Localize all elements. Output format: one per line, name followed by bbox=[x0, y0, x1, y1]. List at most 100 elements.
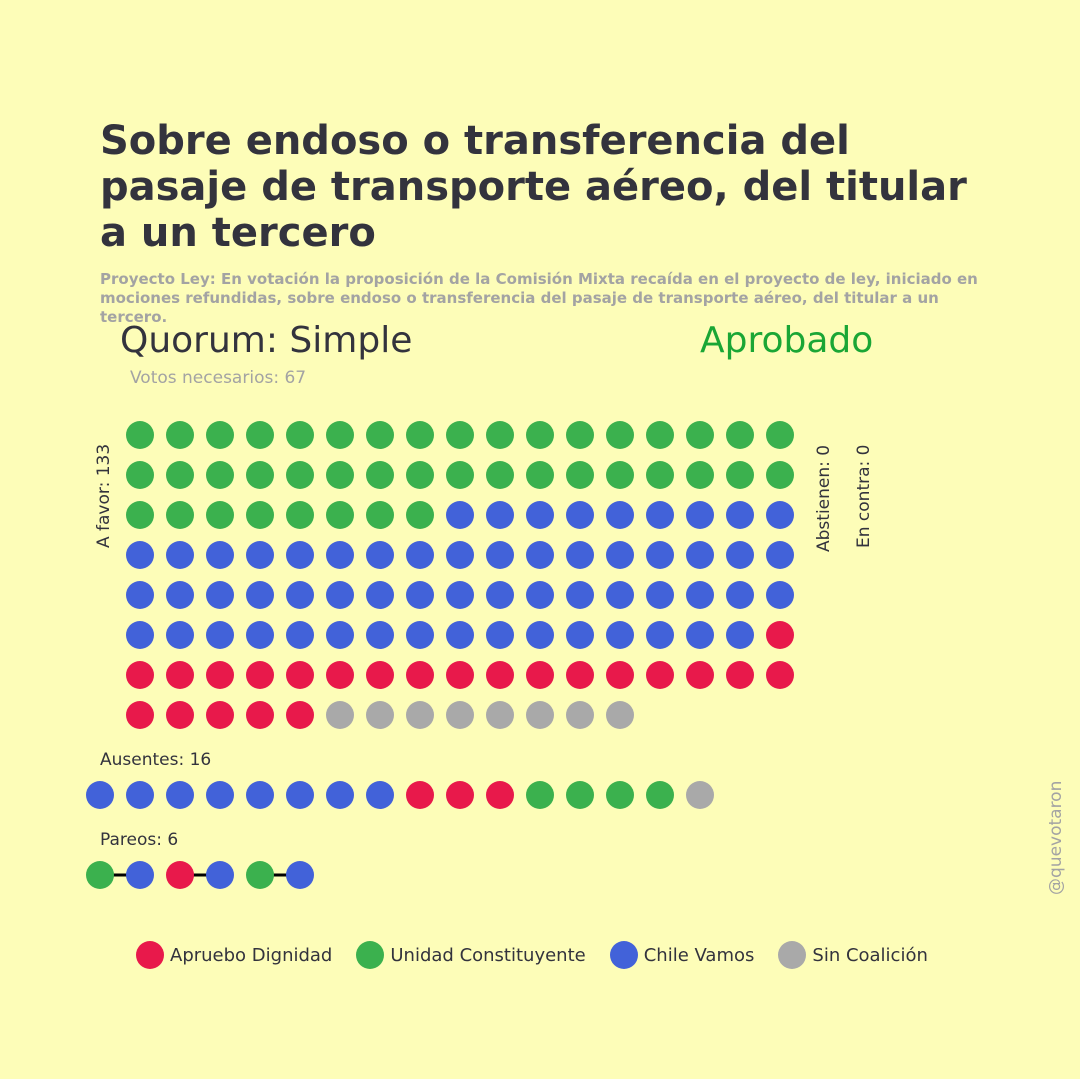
favor-vote-dot-unidad-constituyente bbox=[646, 421, 674, 449]
absent-vote-dot-chile-vamos bbox=[246, 781, 274, 809]
favor-vote-dot-chile-vamos bbox=[206, 581, 234, 609]
legend-item-unidad-constituyente: Unidad Constituyente bbox=[356, 941, 586, 969]
favor-vote-dot-apruebo-dignidad bbox=[286, 661, 314, 689]
favor-vote-dot-chile-vamos bbox=[326, 621, 354, 649]
favor-vote-dot-chile-vamos bbox=[166, 581, 194, 609]
favor-vote-dot-unidad-constituyente bbox=[406, 421, 434, 449]
favor-vote-dot-apruebo-dignidad bbox=[206, 661, 234, 689]
favor-vote-dot-chile-vamos bbox=[366, 581, 394, 609]
favor-vote-dot-unidad-constituyente bbox=[126, 421, 154, 449]
favor-vote-dot-chile-vamos bbox=[166, 541, 194, 569]
absent-vote-dot-chile-vamos bbox=[366, 781, 394, 809]
favor-vote-dot-apruebo-dignidad bbox=[366, 661, 394, 689]
favor-vote-dot-unidad-constituyente bbox=[326, 501, 354, 529]
favor-vote-dot-chile-vamos bbox=[726, 501, 754, 529]
favor-vote-dot-chile-vamos bbox=[566, 541, 594, 569]
favor-vote-dot-chile-vamos bbox=[326, 541, 354, 569]
legend-item-chile-vamos: Chile Vamos bbox=[609, 941, 755, 969]
chart-title: Sobre endoso o transferencia del pasaje … bbox=[100, 118, 967, 256]
favor-vote-dot-apruebo-dignidad bbox=[406, 661, 434, 689]
favor-vote-dot-apruebo-dignidad bbox=[206, 701, 234, 729]
favor-vote-dot-chile-vamos bbox=[566, 621, 594, 649]
legend-swatch bbox=[136, 941, 164, 969]
favor-vote-dot-unidad-constituyente bbox=[566, 461, 594, 489]
favor-vote-dot-apruebo-dignidad bbox=[526, 661, 554, 689]
favor-vote-dot-chile-vamos bbox=[606, 621, 634, 649]
favor-vote-dot-chile-vamos bbox=[446, 581, 474, 609]
absent-vote-dot-apruebo-dignidad bbox=[486, 781, 514, 809]
favor-vote-dot-chile-vamos bbox=[526, 621, 554, 649]
favor-vote-dot-unidad-constituyente bbox=[566, 421, 594, 449]
favor-vote-dot-unidad-constituyente bbox=[166, 421, 194, 449]
favor-vote-dot-chile-vamos bbox=[206, 621, 234, 649]
favor-vote-dot-unidad-constituyente bbox=[646, 461, 674, 489]
legend-item-sin-coalicion: Sin Coalición bbox=[778, 941, 928, 969]
favor-vote-dot-apruebo-dignidad bbox=[566, 661, 594, 689]
favor-vote-dot-apruebo-dignidad bbox=[126, 701, 154, 729]
favor-vote-dot-apruebo-dignidad bbox=[766, 661, 794, 689]
pair-vote-dot-unidad-constituyente bbox=[246, 861, 274, 889]
favor-vote-dot-unidad-constituyente bbox=[126, 501, 154, 529]
favor-vote-dot-unidad-constituyente bbox=[366, 501, 394, 529]
result-label: Aprobado bbox=[700, 320, 874, 361]
favor-vote-dot-chile-vamos bbox=[726, 541, 754, 569]
favor-vote-dot-chile-vamos bbox=[126, 621, 154, 649]
favor-vote-dot-apruebo-dignidad bbox=[726, 661, 754, 689]
favor-vote-dot-apruebo-dignidad bbox=[606, 661, 634, 689]
legend-label: Unidad Constituyente bbox=[390, 944, 586, 966]
favor-vote-dot-unidad-constituyente bbox=[446, 421, 474, 449]
favor-vote-dot-sin-coalicion bbox=[326, 701, 354, 729]
favor-vote-dot-unidad-constituyente bbox=[366, 461, 394, 489]
chart-legend: Apruebo Dignidad Unidad Constituyente Chil… bbox=[136, 940, 928, 970]
legend-swatch bbox=[356, 941, 385, 969]
absent-vote-dot-chile-vamos bbox=[286, 781, 314, 809]
favor-vote-dot-chile-vamos bbox=[566, 501, 594, 529]
favor-vote-dot-chile-vamos bbox=[766, 541, 794, 569]
favor-vote-dot-chile-vamos bbox=[606, 581, 634, 609]
legend-item-apruebo-dignidad: Apruebo Dignidad bbox=[136, 941, 332, 969]
favor-vote-dot-unidad-constituyente bbox=[206, 501, 234, 529]
favor-vote-dot-chile-vamos bbox=[286, 541, 314, 569]
absent-vote-dot-chile-vamos bbox=[206, 781, 234, 809]
absent-vote-dot-unidad-constituyente bbox=[646, 781, 674, 809]
favor-vote-dot-chile-vamos bbox=[446, 541, 474, 569]
favor-vote-dot-chile-vamos bbox=[686, 541, 714, 569]
favor-vote-dot-chile-vamos bbox=[406, 621, 434, 649]
favor-vote-dot-chile-vamos bbox=[206, 541, 234, 569]
legend-label: Chile Vamos bbox=[643, 944, 755, 966]
favor-vote-dot-unidad-constituyente bbox=[166, 501, 194, 529]
favor-vote-dot-unidad-constituyente bbox=[246, 461, 274, 489]
favor-vote-dot-unidad-constituyente bbox=[246, 501, 274, 529]
quorum-label: Quorum: Simple bbox=[120, 320, 413, 361]
favor-vote-dot-unidad-constituyente bbox=[686, 421, 714, 449]
favor-vote-dot-chile-vamos bbox=[646, 581, 674, 609]
favor-vote-dot-chile-vamos bbox=[486, 501, 514, 529]
pairs-count-label: Pareos: 6 bbox=[100, 830, 179, 850]
favor-vote-dot-chile-vamos bbox=[766, 581, 794, 609]
favor-vote-dot-chile-vamos bbox=[606, 541, 634, 569]
favor-vote-dot-unidad-constituyente bbox=[486, 461, 514, 489]
favor-vote-dot-unidad-constituyente bbox=[406, 501, 434, 529]
favor-vote-dot-sin-coalicion bbox=[406, 701, 434, 729]
pair-vote-dot-chile-vamos bbox=[126, 861, 154, 889]
favor-vote-dot-unidad-constituyente bbox=[246, 421, 274, 449]
absent-vote-dot-apruebo-dignidad bbox=[406, 781, 434, 809]
favor-vote-dot-apruebo-dignidad bbox=[766, 621, 794, 649]
favor-vote-dot-chile-vamos bbox=[646, 621, 674, 649]
favor-vote-dot-unidad-constituyente bbox=[606, 461, 634, 489]
absent-vote-dot-unidad-constituyente bbox=[566, 781, 594, 809]
favor-vote-dot-chile-vamos bbox=[526, 501, 554, 529]
favor-vote-dot-apruebo-dignidad bbox=[166, 661, 194, 689]
pair-vote-dot-chile-vamos bbox=[286, 861, 314, 889]
favor-vote-dot-unidad-constituyente bbox=[286, 461, 314, 489]
favor-vote-dot-chile-vamos bbox=[126, 581, 154, 609]
favor-vote-dot-unidad-constituyente bbox=[526, 461, 554, 489]
pair-vote-dot-apruebo-dignidad bbox=[166, 861, 194, 889]
favor-vote-dot-chile-vamos bbox=[486, 541, 514, 569]
favor-vote-dot-chile-vamos bbox=[686, 581, 714, 609]
favor-vote-dot-apruebo-dignidad bbox=[326, 661, 354, 689]
favor-vote-dot-chile-vamos bbox=[646, 501, 674, 529]
favor-vote-dot-chile-vamos bbox=[246, 581, 274, 609]
favor-vote-dot-unidad-constituyente bbox=[126, 461, 154, 489]
absent-vote-dot-sin-coalicion bbox=[686, 781, 714, 809]
